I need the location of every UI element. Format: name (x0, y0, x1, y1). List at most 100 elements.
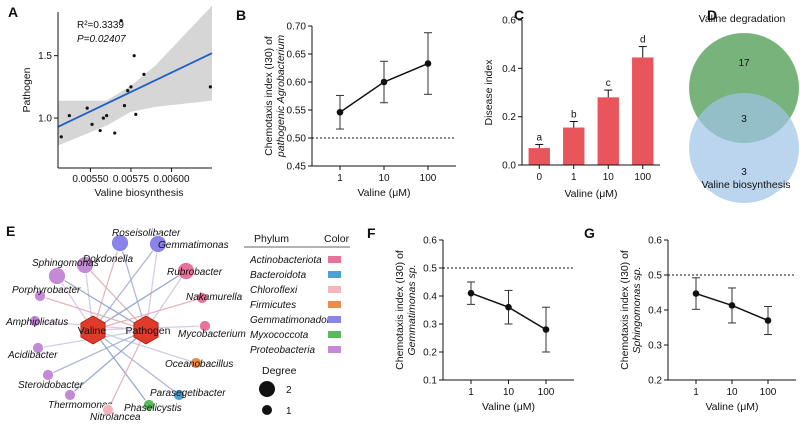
x-axis-label: Valine (μM) (705, 401, 758, 413)
network-node-label: Roseisolibacter (112, 228, 181, 239)
network-edge (92, 242, 121, 331)
y-tick-label: 0.60 (287, 78, 307, 89)
x-axis-label: Valine (μM) (482, 401, 535, 413)
regression-line (57, 52, 213, 128)
legend-phylum-name: Gemmatimonadota (250, 315, 335, 326)
x-tick-label: 10 (503, 387, 515, 398)
legend-phylum-name: Bacteroidota (250, 270, 307, 281)
p-value-annotation: P=0.02407 (77, 34, 126, 45)
network-edge (39, 295, 147, 331)
y-axis-label-line2: pathogenic Agrobacterium (275, 35, 287, 158)
scatter-point (101, 116, 105, 120)
degree-legend-title: Degree (262, 365, 297, 377)
legend-phylum-name: Firmicutes (250, 300, 296, 311)
significance-letter: d (640, 35, 646, 46)
network-node-label: Amphiplicatus (5, 317, 68, 328)
legend-header-phylum: Phylum (254, 233, 289, 245)
panel-b-line-chart: 0.45 0.50 0.55 0.60 0.65 0.70 1 10 100 Valine (μM… (263, 22, 456, 199)
panel-label-f: F (367, 225, 376, 241)
network-node (34, 290, 46, 302)
legend-phylum-name: Proteobacteria (250, 345, 315, 356)
scatter-point (208, 85, 212, 89)
network-node-label: Dokdonella (83, 254, 133, 265)
y-tick-label: 0.2 (648, 376, 662, 387)
hub-node (133, 315, 159, 345)
x-tick-label: 100 (538, 387, 555, 398)
x-tick-label: 10 (603, 172, 615, 183)
degree-legend-value: 1 (286, 406, 292, 417)
network-node (64, 389, 76, 401)
network-node (29, 315, 41, 327)
panel-a-scatter: 1.0 1.5 0.00550 0.00575 0.00600 Valine biosyn… (21, 5, 213, 199)
panel-label-b: B (236, 7, 246, 23)
network-edge (107, 329, 147, 411)
venn-count-overlap: 3 (741, 114, 747, 125)
hub-label-valine: Valine (78, 325, 107, 337)
network-edge (145, 243, 159, 331)
scatter-point (67, 113, 71, 118)
y-tick-label: 0.70 (287, 22, 307, 33)
network-edge (92, 243, 159, 331)
y-tick-label: 0.4 (423, 292, 437, 303)
panel-d-venn: Valine degradation Valine biosynthesis 17 3… (689, 13, 799, 203)
data-point (336, 108, 344, 116)
scatter-point (113, 131, 117, 135)
y-tick-label: 0.55 (287, 106, 307, 117)
y-tick-label: 0.6 (648, 236, 662, 247)
y-axis-label-line1: Chemotaxis index (I30) of (619, 250, 631, 370)
network-node-label: Phaselicystis (124, 403, 182, 414)
network-node (32, 342, 44, 354)
y-tick-label: 0.5 (648, 271, 662, 282)
network-edge (56, 275, 147, 331)
network-node (173, 389, 185, 401)
panel-label-e: E (6, 223, 15, 239)
network-node (102, 404, 114, 416)
data-point (505, 303, 512, 311)
y-tick-label: 0.2 (423, 348, 437, 359)
network-edge (69, 329, 147, 396)
x-tick-label: 1 (468, 387, 474, 398)
hub-node (80, 315, 106, 345)
scatter-point (85, 106, 89, 110)
network-edge (92, 329, 197, 364)
scatter-point (98, 128, 102, 133)
y-axis-label-line1: Chemotaxis index (I30) of (263, 36, 275, 156)
legend-color-swatch (328, 346, 341, 353)
legend-color-swatch (328, 301, 341, 308)
y-tick-label: 0.4 (648, 306, 662, 317)
scatter-point (105, 113, 109, 118)
network-edge (92, 297, 203, 331)
venn-circle-valine-biosynthesis (689, 93, 799, 203)
x-axis-label: Valine biosynthesis (94, 187, 183, 199)
legend-color-swatch (328, 286, 341, 293)
x-tick-label: 100 (760, 387, 777, 398)
network-edge (84, 264, 147, 331)
legend-phylum-name: Actinobacteriota (249, 255, 322, 266)
network-node (111, 234, 129, 252)
y-tick-label: 0.2 (502, 112, 516, 123)
data-point (728, 302, 736, 309)
venn-set-label: Valine degradation (699, 13, 786, 25)
r-squared-annotation: R²=0.3339 (77, 20, 124, 31)
network-edge (92, 329, 180, 396)
network-node-label: Porphyrobacter (12, 285, 81, 296)
x-tick-label: 1 (693, 387, 699, 398)
significance-letter: c (606, 78, 611, 89)
y-tick-label: 0.45 (287, 162, 307, 173)
legend-color-swatch (328, 316, 341, 323)
scatter-point (59, 135, 63, 139)
x-tick-label: 0 (536, 172, 542, 183)
y-axis-label: Disease index (483, 59, 495, 126)
legend-phylum-name: Chloroflexi (250, 285, 298, 296)
x-tick-label: 1 (337, 173, 343, 184)
x-tick-label: 0.00550 (72, 174, 109, 185)
y-tick-label: 0.65 (287, 50, 307, 61)
network-node (196, 292, 208, 304)
y-tick-label: 0.3 (648, 341, 662, 352)
bar (632, 57, 654, 166)
bar (528, 148, 550, 165)
legend-header-color: Color (324, 233, 350, 245)
network-node (149, 235, 167, 253)
